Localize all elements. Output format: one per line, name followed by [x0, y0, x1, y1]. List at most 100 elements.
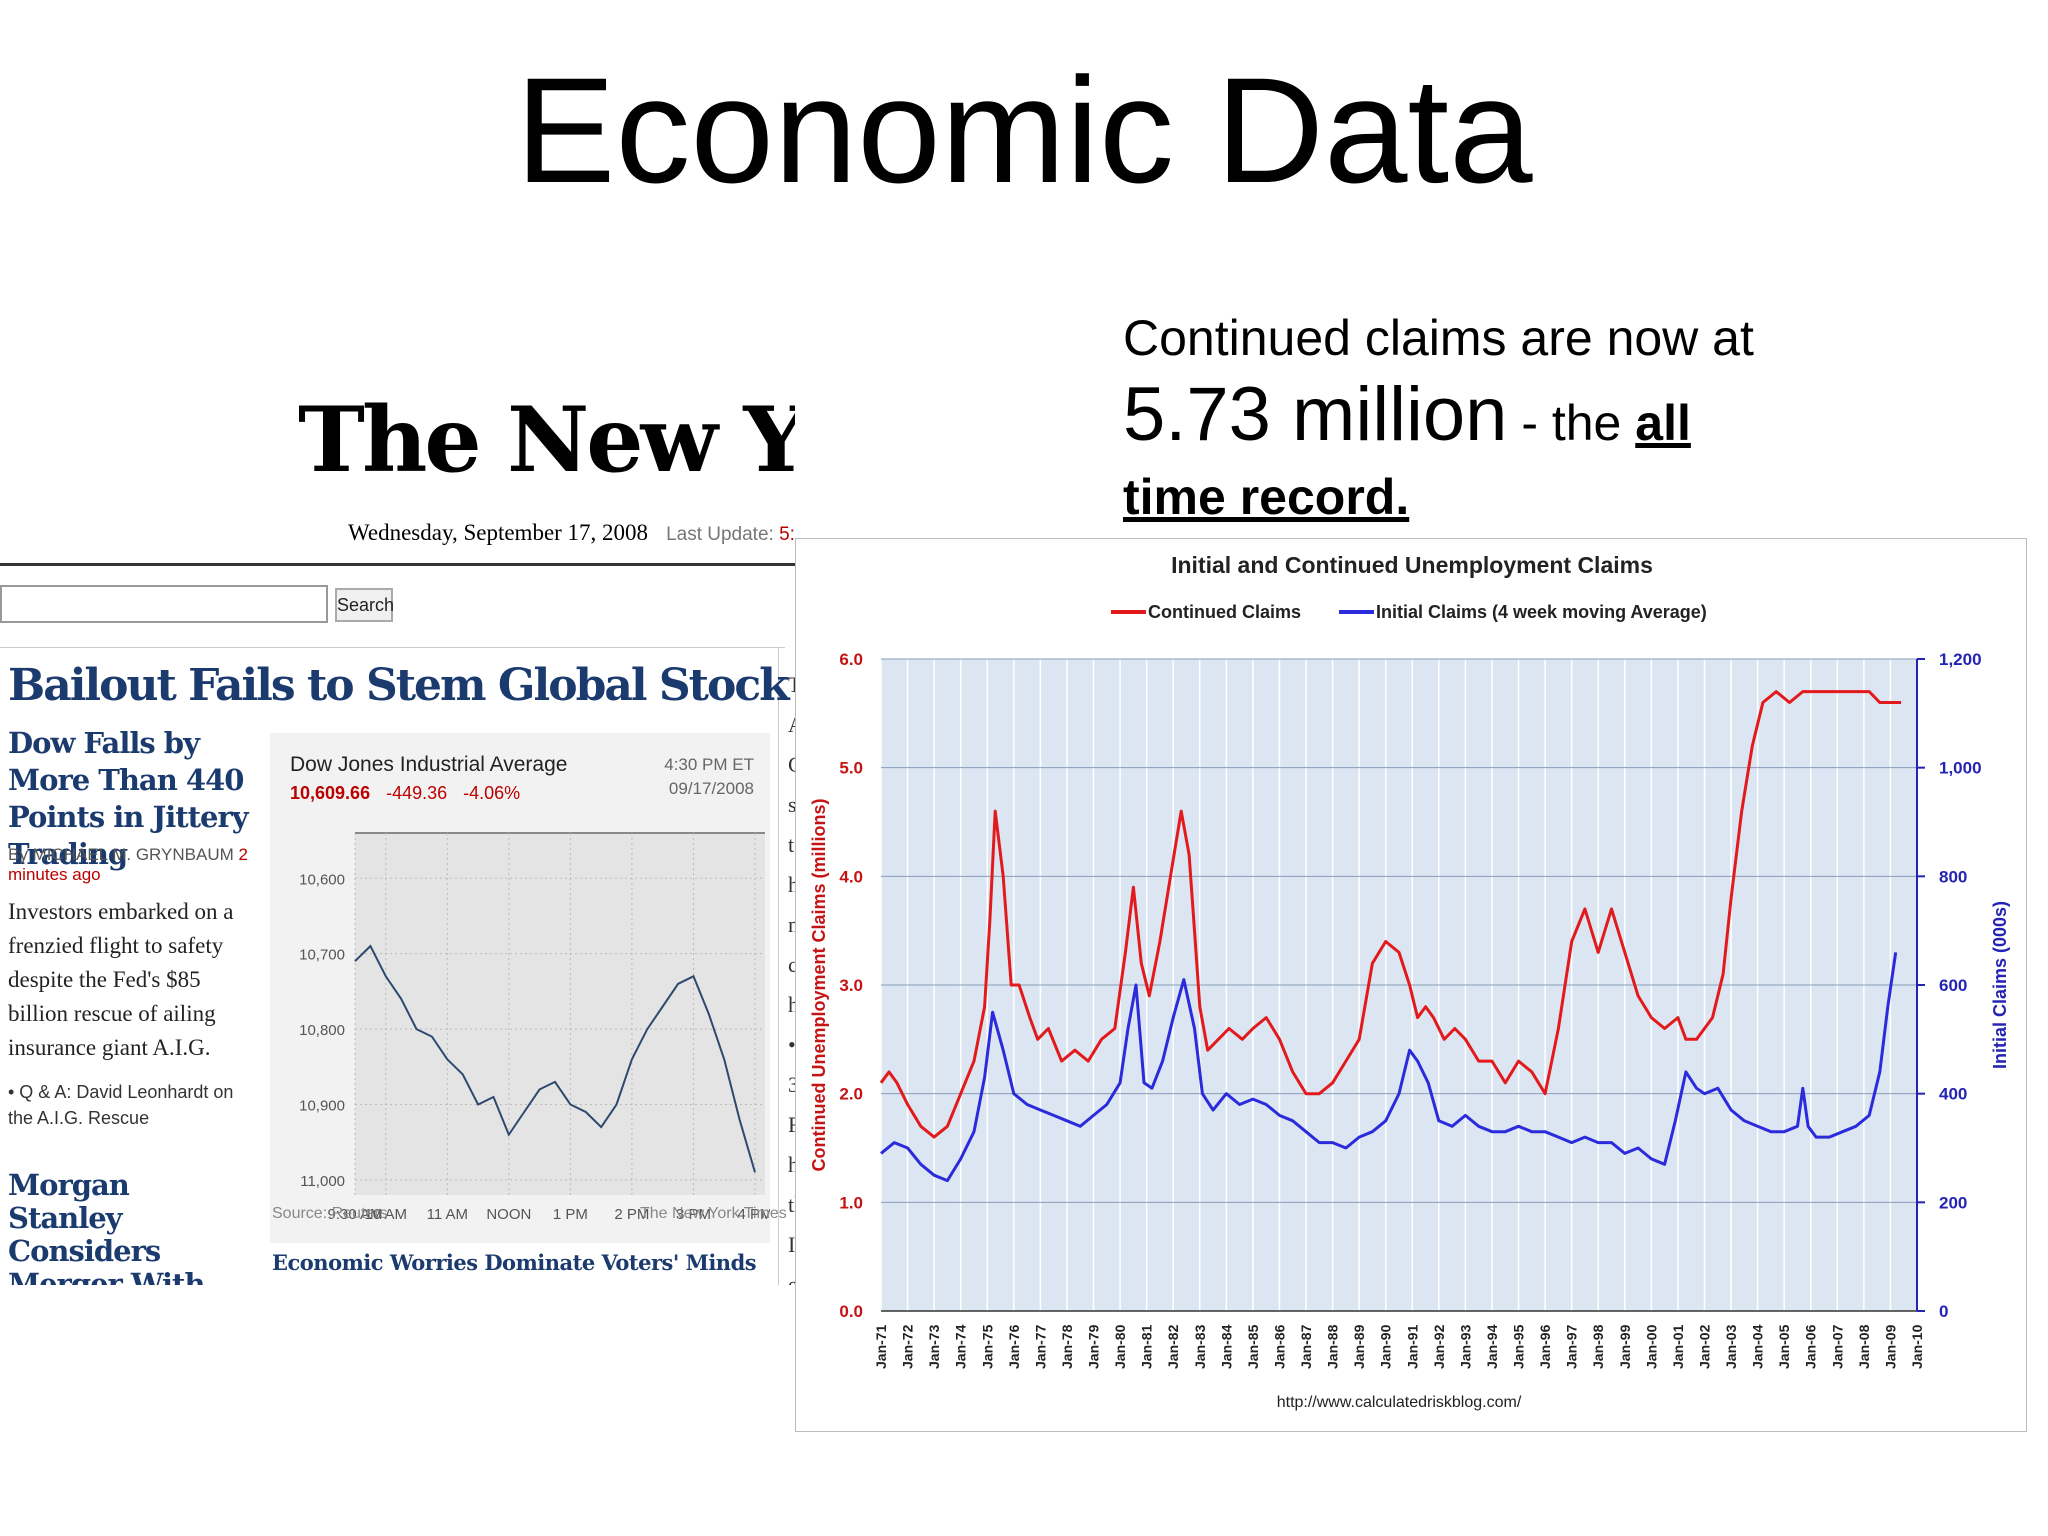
claims-left-axis-label: Continued Unemployment Claims (millions): [809, 798, 829, 1171]
claims-x-tick: Jan-81: [1139, 1324, 1155, 1369]
claims-x-tick: Jan-90: [1378, 1324, 1394, 1369]
claims-x-tick: Jan-77: [1032, 1324, 1048, 1369]
sub-headline-morgan-stanley[interactable]: Morgan Stanley Considers Merger With Wac…: [8, 1168, 206, 1286]
claims-x-tick: Jan-09: [1882, 1324, 1898, 1369]
clipped-letter: A: [788, 705, 795, 745]
nyt-masthead[interactable]: The New York Tim: [298, 387, 795, 493]
djia-series-line: [354, 944, 756, 1173]
claims-x-tick: Jan-72: [900, 1324, 916, 1369]
search-input[interactable]: [0, 585, 328, 623]
claims-right-tick: 1,200: [1939, 650, 1982, 669]
djia-y-tick: 10,600: [299, 871, 345, 888]
djia-x-tick: 9:30 AM: [327, 1206, 382, 1223]
claims-x-tick: Jan-91: [1404, 1324, 1420, 1369]
legend-initial-label: Initial Claims (4 week moving Average): [1376, 602, 1707, 622]
djia-x-tick: NOON: [486, 1206, 531, 1223]
clipped-letter: h: [788, 992, 795, 1017]
article-byline: By MICHAEL M. GRYNBAUM 2 minutes ago: [8, 845, 248, 884]
claims-x-tick: Jan-97: [1564, 1324, 1580, 1369]
claims-x-tick: Jan-03: [1723, 1324, 1739, 1369]
djia-chart: 11,000 10,900 10,800 10,700 10,600 9:30 AM10 …: [299, 832, 770, 1223]
djia-y-tick: 10,700: [299, 947, 345, 964]
claims-x-tick: Jan-83: [1192, 1324, 1208, 1369]
djia-credit: The New York Times: [640, 1205, 787, 1222]
claims-x-tick: Jan-73: [926, 1324, 942, 1369]
article-summary: Investors embarked on a frenzied flight …: [8, 899, 234, 1060]
search-button[interactable]: Search: [335, 588, 394, 622]
column-divider: [778, 647, 779, 1285]
masthead-rule: [0, 563, 795, 566]
clipped-letter: n: [788, 912, 795, 937]
initial-claims-line: [880, 952, 1898, 1183]
claims-x-tick: Jan-85: [1245, 1324, 1261, 1369]
claims-x-tick: Jan-74: [953, 1324, 969, 1369]
clipped-letter: c: [788, 952, 795, 977]
claims-left-tick: 2.0: [839, 1085, 863, 1104]
claims-x-tick: Jan-82: [1165, 1324, 1181, 1369]
clipped-letter: 3: [788, 1072, 795, 1097]
clipped-letter: h: [788, 1152, 795, 1177]
claims-left-tick: 3.0: [839, 976, 863, 995]
claims-left-tick: 0.0: [839, 1302, 863, 1321]
slide-title: Economic Data: [515, 46, 1533, 214]
claims-left-tick: 4.0: [839, 867, 863, 886]
clipped-letter: t: [788, 832, 795, 857]
claims-note: Continued claims are now at 5.73 million…: [1123, 305, 1823, 527]
clipped-letter: h: [788, 872, 795, 897]
claims-x-tick: Jan-05: [1776, 1324, 1792, 1369]
djia-x-tick: 4 PM: [737, 1206, 770, 1223]
claims-left-tick: 5.0: [839, 759, 863, 778]
claims-right-tick: 200: [1939, 1193, 1967, 1212]
claims-x-tick: Jan-80: [1112, 1324, 1128, 1369]
claims-x-tick: Jan-88: [1325, 1324, 1341, 1369]
claims-note-connector: - the: [1507, 395, 1636, 451]
continued-claims-line: [879, 690, 1902, 1139]
djia-x-tick: 1 PM: [553, 1206, 588, 1223]
djia-x-tick: 2 PM: [614, 1206, 649, 1223]
claims-x-tick: Jan-98: [1590, 1324, 1606, 1369]
claims-x-tick: Jan-06: [1803, 1324, 1819, 1369]
claims-x-tick: Jan-93: [1457, 1324, 1473, 1369]
djia-x-tick: 3 PM: [676, 1206, 711, 1223]
djia-y-tick: 10,900: [299, 1098, 345, 1115]
djia-x-tick: 10 AM: [365, 1206, 408, 1223]
claims-right-tick: 0: [1939, 1302, 1948, 1321]
claims-x-tick: Jan-95: [1511, 1324, 1527, 1369]
nyt-screenshot: The New York Tim Wednesday, September 17…: [0, 385, 795, 1285]
lead-headline[interactable]: Bailout Fails to Stem Global Stock Slump: [8, 660, 795, 711]
claims-x-tick: Jan-84: [1218, 1324, 1234, 1369]
djia-values: 10,609.66 -449.36 -4.06%: [290, 783, 536, 804]
claims-note-line1: Continued claims are now at: [1123, 310, 1754, 366]
claims-x-tick: Jan-00: [1643, 1324, 1659, 1369]
claims-x-tick: Jan-99: [1617, 1324, 1633, 1369]
claims-note-emphasis1: all: [1635, 395, 1691, 451]
claims-x-tick: Jan-01: [1670, 1324, 1686, 1369]
djia-timestamp: 4:30 PM ET 09/17/2008: [664, 755, 754, 798]
claims-right-tick: 400: [1939, 1085, 1967, 1104]
clipped-letter: e: [788, 1272, 795, 1285]
clipped-letter: T: [788, 672, 795, 697]
claims-right-tick: 600: [1939, 976, 1967, 995]
qa-link[interactable]: • Q & A: David Leonhardt on the A.I.G. R…: [8, 1082, 234, 1128]
claims-note-line2: 5.73 million - the all: [1123, 371, 1823, 467]
claims-left-tick: 6.0: [839, 650, 863, 669]
claims-x-tick: Jan-86: [1271, 1324, 1287, 1369]
clipped-column-text: TACsthnch•3FhtlIe: [788, 665, 795, 1285]
claims-right-tick: 1,000: [1939, 759, 1982, 778]
claims-x-tick: Jan-89: [1351, 1324, 1367, 1369]
nyt-last-update: Last Update: 5:42 PM E: [666, 524, 795, 545]
claims-big-number: 5.73 million: [1123, 372, 1508, 457]
claims-left-tick: 1.0: [839, 1193, 863, 1212]
claims-x-tick: Jan-76: [1006, 1324, 1022, 1369]
econ-worries-link[interactable]: Economic Worries Dominate Voters' Minds: [272, 1250, 757, 1275]
clipped-letter: C: [788, 745, 795, 785]
djia-x-tick: 11 AM: [427, 1206, 468, 1223]
djia-y-tick: 11,000: [300, 1173, 345, 1190]
claims-chart-title: Initial and Continued Unemployment Claim…: [1171, 552, 1653, 578]
clipped-letter: I: [788, 1232, 795, 1257]
claims-chart-panel: Jan-71 Jan-72 Jan-73 Jan-74 Jan-75 Jan-76 Jan-…: [795, 538, 2027, 1432]
claims-x-tick: Jan-07: [1829, 1324, 1845, 1369]
claims-x-tick: Jan-71: [873, 1324, 889, 1369]
sub-headline-dow[interactable]: Dow Falls by More Than 440 Points in Jit…: [8, 726, 249, 871]
claims-chart: Jan-71 Jan-72 Jan-73 Jan-74 Jan-75 Jan-76 Jan-…: [809, 552, 2010, 1411]
